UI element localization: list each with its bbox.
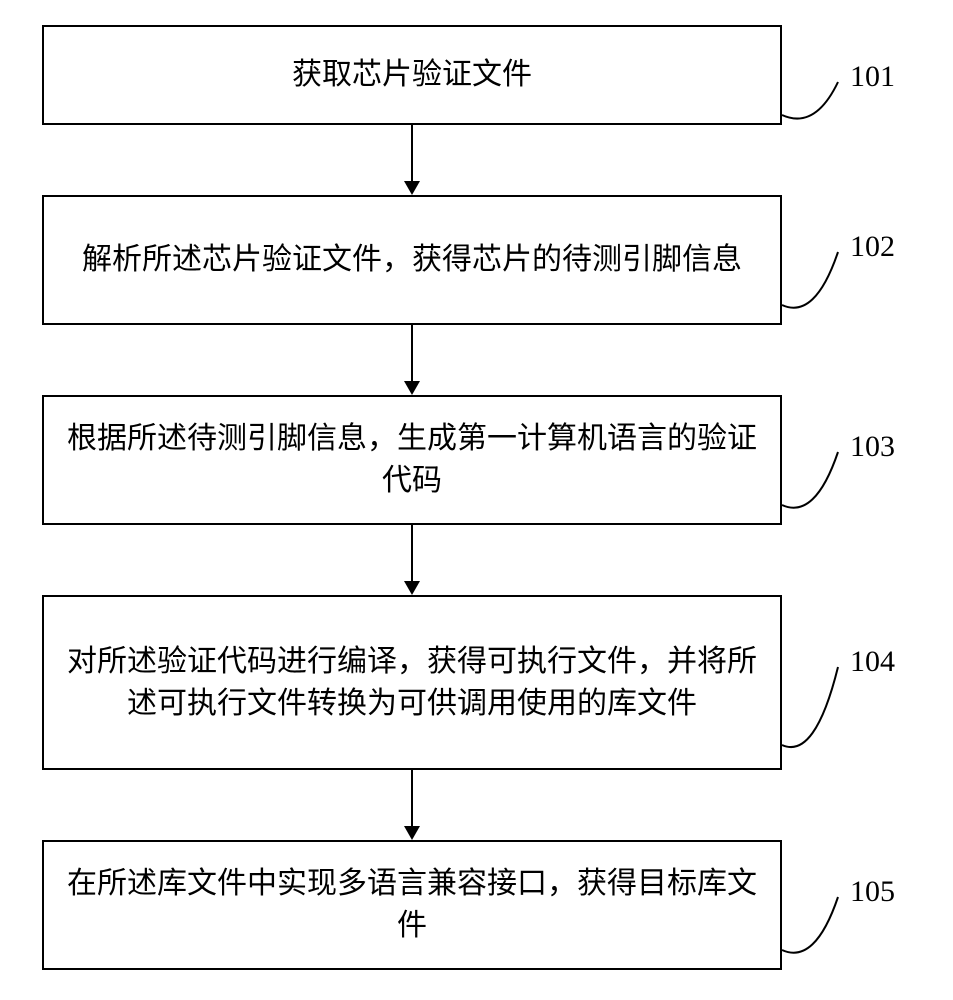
flowchart-canvas: 获取芯片验证文件解析所述芯片验证文件，获得芯片的待测引脚信息根据所述待测引脚信息…	[0, 0, 953, 1000]
label-connector	[782, 252, 838, 308]
label-connector	[782, 82, 838, 119]
label-connector	[782, 452, 838, 508]
connectors-layer	[0, 0, 953, 1000]
label-connector	[782, 897, 838, 953]
label-connector	[782, 667, 838, 747]
